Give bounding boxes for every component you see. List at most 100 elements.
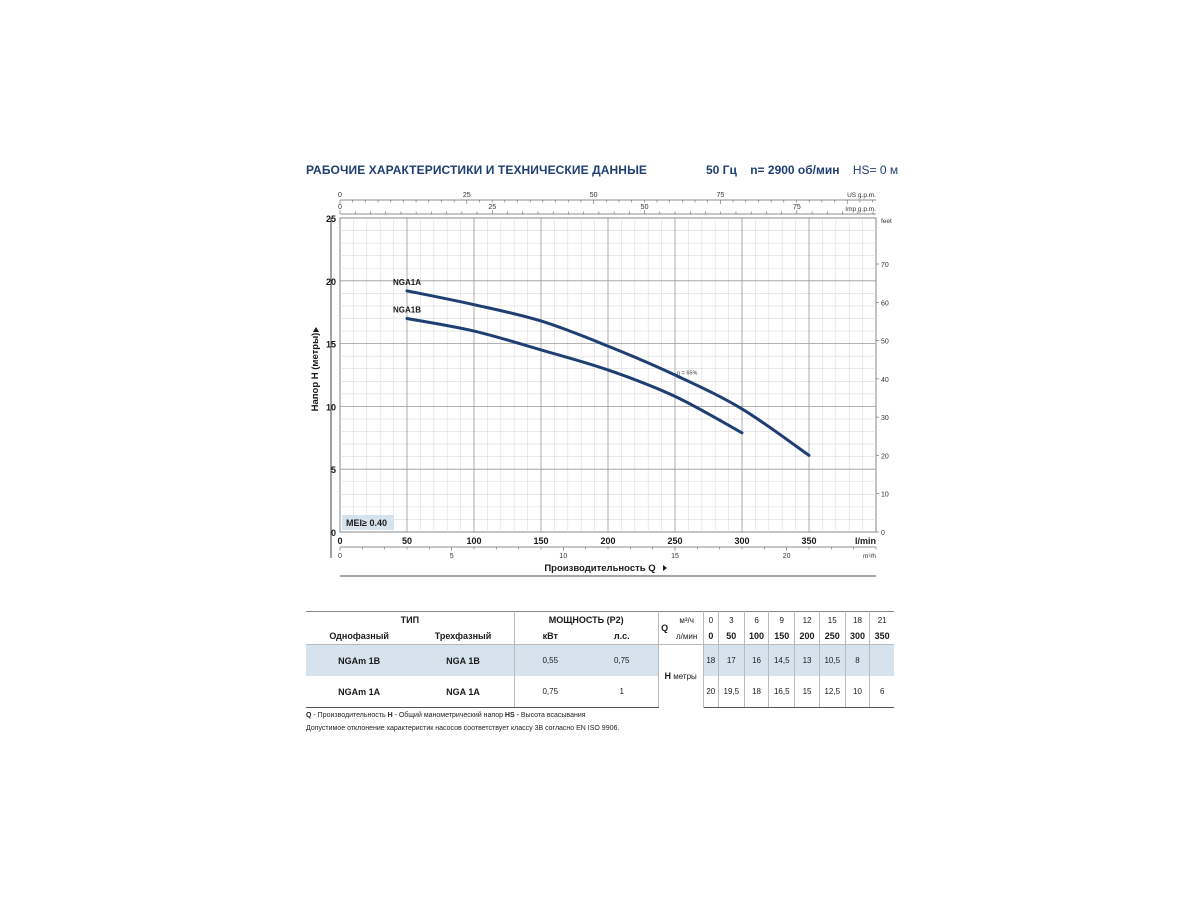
x-tick-label: 100 [466, 536, 481, 546]
feet-tick-label: 30 [881, 415, 889, 422]
imp-gpm-tick-label: 75 [793, 204, 801, 211]
three-phase-header: Трехфазный [412, 628, 515, 645]
speed-label: n= 2900 об/мин [750, 163, 840, 177]
head-cell: 8 [845, 644, 871, 676]
feet-unit: feet [881, 218, 892, 225]
q-lmin-cell: 250 [819, 628, 846, 645]
y-axis-arrow-icon [313, 327, 319, 332]
x-tick-label: 250 [667, 536, 682, 546]
q-letter: Q [658, 611, 671, 645]
curve-label: NGA1B [393, 305, 421, 314]
lmin-label: л/мин [670, 628, 704, 645]
head-cell: 10 [845, 676, 871, 708]
x-tick-label: 0 [337, 536, 342, 546]
q-m3h-cell: 0 [703, 611, 719, 628]
m3h-tick-label: 20 [783, 553, 791, 560]
q-m3h-cell: 9 [768, 611, 796, 628]
head-cell [869, 644, 894, 676]
h-text: - Общий манометрический напор [392, 712, 505, 719]
q-m3h-cell: 12 [794, 611, 820, 628]
h-abbr: H [387, 712, 393, 719]
x-tick-label: 350 [801, 536, 816, 546]
imp-gpm-unit: Imp g.p.m. [845, 206, 876, 213]
table-row: NGAm 1A NGA 1A 0,75 1 20 19,5 18 16,5 15… [306, 676, 894, 708]
mei-label: MEI≥ 0.40 [346, 518, 387, 528]
power-kw: 0,55 [514, 644, 586, 676]
us-gpm-tick-label: 50 [590, 192, 598, 199]
m3h-label: м³/ч [670, 611, 704, 628]
curve-nga1a [405, 289, 811, 457]
q-abbr: Q [306, 712, 312, 719]
head-cell: 12,5 [819, 676, 846, 708]
head-cell: 15 [794, 676, 820, 708]
page-title: РАБОЧИЕ ХАРАКТЕРИСТИКИ И ТЕХНИЧЕСКИЕ ДАН… [306, 163, 648, 177]
h-label: H метры [658, 644, 704, 708]
m3h-unit: m³/h [863, 553, 876, 560]
spec-table: ТИП МОЩНОСТЬ (P2) Q м³/ч 0 3 6 9 12 15 1… [306, 611, 894, 708]
hp-header: л.с. [585, 628, 659, 645]
us-gpm-tick-label: 75 [716, 192, 724, 199]
q-lmin-cell: 100 [744, 628, 770, 645]
feet-tick-label: 50 [881, 339, 889, 346]
feet-tick-label: 60 [881, 300, 889, 307]
q-m3h-cell: 18 [845, 611, 871, 628]
y-tick-label: 0 [331, 528, 336, 538]
q-lmin-cell: 150 [768, 628, 796, 645]
table-row: NGAm 1B NGA 1B 0,55 0,75 H метры 18 17 1… [306, 644, 894, 708]
q-m3h-cell: 6 [744, 611, 770, 628]
imp-gpm-tick-label: 0 [338, 204, 342, 211]
single-phase-header: Однофазный [329, 631, 389, 641]
x-tick-label: 150 [533, 536, 548, 546]
head-cell: 6 [869, 676, 894, 708]
legend-footnote: Q - Производительность H - Общий маномет… [306, 712, 586, 719]
us-gpm-unit: US g.p.m. [847, 192, 876, 199]
us-gpm-tick-label: 0 [338, 192, 342, 199]
x-tick-label: 300 [734, 536, 749, 546]
q-m3h-cell: 3 [718, 611, 745, 628]
head-cell: 13 [794, 644, 820, 676]
curve-label: NGA1A [393, 278, 421, 287]
model-three: NGA 1A [412, 676, 515, 708]
q-text: - Производительность [311, 712, 388, 719]
q-lmin-cell: 350 [874, 631, 890, 641]
x-axis-arrow-icon [663, 565, 667, 571]
x-unit-label: l/min [855, 536, 876, 546]
tolerance-footnote: Допустимое отклонение характеристик насо… [306, 725, 620, 732]
suction-height-label: HS= 0 м [852, 163, 899, 177]
m3h-tick-label: 0 [338, 553, 342, 560]
type-header: ТИП [306, 611, 515, 628]
feet-tick-label: 40 [881, 377, 889, 384]
efficiency-label: η = 65% [677, 371, 697, 377]
operating-conditions: 50 Гц n= 2900 об/мин HS= 0 м [706, 163, 898, 177]
q-lmin-cell: 300 [845, 628, 871, 645]
y-axis-title: Напор H (метры) [310, 333, 321, 412]
model-single: NGAm 1B [306, 644, 413, 676]
model-single: NGAm 1A [306, 676, 413, 708]
q-lmin-cell: 0 [703, 628, 719, 645]
mei-box [342, 515, 394, 530]
power-hp: 0,75 [585, 644, 659, 676]
kw-header: кВт [542, 631, 558, 641]
head-cell: 14,5 [768, 644, 796, 676]
q-lmin-cell: 200 [794, 628, 820, 645]
feet-tick-label: 70 [881, 262, 889, 269]
power-hp: 1 [585, 676, 659, 708]
hs-text: - Высота всасывания [514, 712, 586, 719]
head-cell: 10,5 [819, 644, 846, 676]
curve-nga1b [405, 316, 744, 435]
q-m3h-cell: 21 [869, 611, 894, 628]
feet-tick-label: 10 [881, 492, 889, 499]
m3h-tick-label: 10 [559, 553, 567, 560]
m3h-tick-label: 15 [671, 553, 679, 560]
head-cell: 16 [744, 644, 770, 676]
y-tick-label: 5 [331, 465, 336, 475]
us-gpm-tick-label: 25 [463, 192, 471, 199]
model-three: NGA 1B [412, 644, 515, 676]
h-unit: метры [673, 672, 697, 682]
frequency-label: 50 Гц [706, 163, 737, 177]
imp-gpm-tick-label: 25 [488, 204, 496, 211]
x-tick-label: 50 [402, 536, 412, 546]
hs-abbr: HS [504, 712, 515, 719]
head-cell: 16,5 [768, 676, 796, 708]
